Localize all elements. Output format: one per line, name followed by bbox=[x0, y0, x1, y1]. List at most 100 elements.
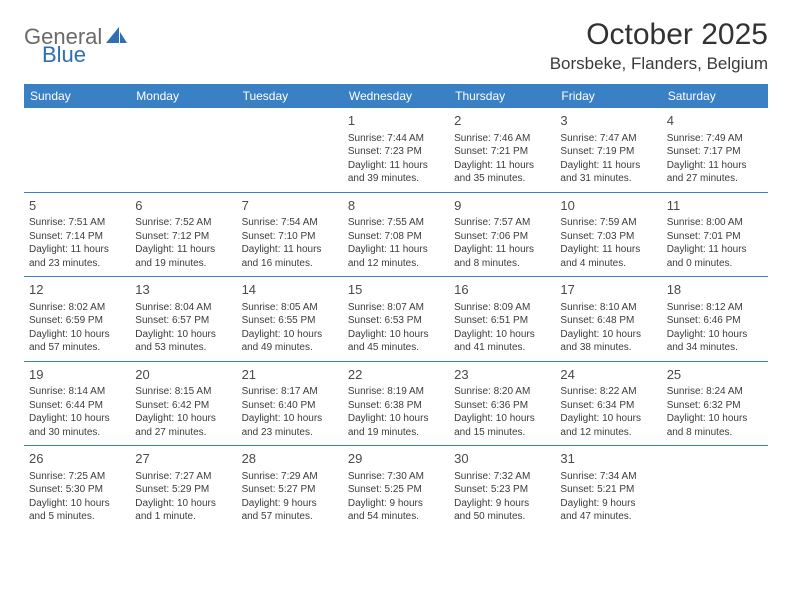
calendar-cell: 12Sunrise: 8:02 AMSunset: 6:59 PMDayligh… bbox=[24, 277, 130, 361]
day-number: 30 bbox=[454, 450, 550, 468]
calendar-cell: 17Sunrise: 8:10 AMSunset: 6:48 PMDayligh… bbox=[555, 277, 661, 361]
daylight2-text: and 54 minutes. bbox=[348, 510, 444, 524]
calendar-cell: 26 Sunrise: 7:25 AMSunset: 5:30 PMDayligh… bbox=[24, 446, 130, 530]
sunset-text: Sunset: 7:19 PM bbox=[560, 145, 656, 159]
daylight2-text: and 57 minutes. bbox=[29, 341, 125, 355]
daylight1-text: Daylight: 10 hours bbox=[29, 328, 125, 342]
daylight2-text: and 15 minutes. bbox=[454, 426, 550, 440]
daylight1-text: Daylight: 10 hours bbox=[135, 328, 231, 342]
sunset-text: Sunset: 7:17 PM bbox=[667, 145, 763, 159]
daylight2-text: and 23 minutes. bbox=[242, 426, 338, 440]
calendar-cell: 21Sunrise: 8:17 AMSunset: 6:40 PMDayligh… bbox=[237, 362, 343, 446]
sunrise-text: Sunrise: 7:54 AM bbox=[242, 216, 338, 230]
sunrise-text: Sunrise: 7:52 AM bbox=[135, 216, 231, 230]
sunset-text: Sunset: 6:55 PM bbox=[242, 314, 338, 328]
day-number: 23 bbox=[454, 366, 550, 384]
daylight2-text: and 50 minutes. bbox=[454, 510, 550, 524]
title-block: October 2025 Borsbeke, Flanders, Belgium bbox=[550, 18, 768, 74]
sunset-text: Sunset: 5:25 PM bbox=[348, 483, 444, 497]
daylight2-text: and 45 minutes. bbox=[348, 341, 444, 355]
daylight1-text: Daylight: 10 hours bbox=[667, 328, 763, 342]
sunrise-text: Sunrise: 7:49 AM bbox=[667, 132, 763, 146]
day-number: 16 bbox=[454, 281, 550, 299]
day-number: 6 bbox=[135, 197, 231, 215]
daylight2-text: and 31 minutes. bbox=[560, 172, 656, 186]
sunset-text: Sunset: 7:06 PM bbox=[454, 230, 550, 244]
sunrise-text: Sunrise: 7:55 AM bbox=[348, 216, 444, 230]
week-row: 5Sunrise: 7:51 AMSunset: 7:14 PMDaylight… bbox=[24, 193, 768, 278]
sunset-text: Sunset: 6:38 PM bbox=[348, 399, 444, 413]
calendar-cell: 27Sunrise: 7:27 AMSunset: 5:29 PMDayligh… bbox=[130, 446, 236, 530]
day-number: 29 bbox=[348, 450, 444, 468]
sunrise-text: Sunrise: 7:51 AM bbox=[29, 216, 125, 230]
daylight1-text: Daylight: 11 hours bbox=[667, 159, 763, 173]
calendar-cell: 4 Sunrise: 7:49 AMSunset: 7:17 PMDaylight… bbox=[662, 108, 768, 192]
day-number: 20 bbox=[135, 366, 231, 384]
day-number: 26 bbox=[29, 450, 125, 468]
daylight2-text: and 8 minutes. bbox=[454, 257, 550, 271]
sunset-text: Sunset: 6:53 PM bbox=[348, 314, 444, 328]
sunrise-text: Sunrise: 8:17 AM bbox=[242, 385, 338, 399]
day-number: 4 bbox=[667, 112, 763, 130]
sunset-text: Sunset: 7:03 PM bbox=[560, 230, 656, 244]
logo-sail-icon bbox=[106, 25, 128, 50]
calendar-cell: 13Sunrise: 8:04 AMSunset: 6:57 PMDayligh… bbox=[130, 277, 236, 361]
week-row: 19Sunrise: 8:14 AMSunset: 6:44 PMDayligh… bbox=[24, 362, 768, 447]
daylight1-text: Daylight: 11 hours bbox=[667, 243, 763, 257]
sunrise-text: Sunrise: 8:07 AM bbox=[348, 301, 444, 315]
calendar-cell: 14Sunrise: 8:05 AMSunset: 6:55 PMDayligh… bbox=[237, 277, 343, 361]
sunrise-text: Sunrise: 7:25 AM bbox=[29, 470, 125, 484]
daylight2-text: and 57 minutes. bbox=[242, 510, 338, 524]
day-number: 19 bbox=[29, 366, 125, 384]
day-number: 24 bbox=[560, 366, 656, 384]
weeks-container: 1Sunrise: 7:44 AMSunset: 7:23 PMDaylight… bbox=[24, 108, 768, 530]
daylight2-text: and 41 minutes. bbox=[454, 341, 550, 355]
daylight1-text: Daylight: 10 hours bbox=[454, 328, 550, 342]
month-title: October 2025 bbox=[550, 18, 768, 52]
sunrise-text: Sunrise: 8:12 AM bbox=[667, 301, 763, 315]
calendar-cell: 7Sunrise: 7:54 AMSunset: 7:10 PMDaylight… bbox=[237, 193, 343, 277]
daylight1-text: Daylight: 10 hours bbox=[348, 412, 444, 426]
day-header-friday: Friday bbox=[555, 84, 661, 108]
calendar-cell: 15Sunrise: 8:07 AMSunset: 6:53 PMDayligh… bbox=[343, 277, 449, 361]
daylight1-text: Daylight: 10 hours bbox=[29, 497, 125, 511]
sunrise-text: Sunrise: 8:04 AM bbox=[135, 301, 231, 315]
daylight2-text: and 4 minutes. bbox=[560, 257, 656, 271]
day-number: 18 bbox=[667, 281, 763, 299]
daylight1-text: Daylight: 11 hours bbox=[29, 243, 125, 257]
calendar-cell: 10Sunrise: 7:59 AMSunset: 7:03 PMDayligh… bbox=[555, 193, 661, 277]
sunset-text: Sunset: 7:01 PM bbox=[667, 230, 763, 244]
daylight2-text: and 0 minutes. bbox=[667, 257, 763, 271]
sunrise-text: Sunrise: 7:27 AM bbox=[135, 470, 231, 484]
day-number: 11 bbox=[667, 197, 763, 215]
sunrise-text: Sunrise: 7:59 AM bbox=[560, 216, 656, 230]
daylight2-text: and 38 minutes. bbox=[560, 341, 656, 355]
sunrise-text: Sunrise: 7:30 AM bbox=[348, 470, 444, 484]
sunset-text: Sunset: 7:10 PM bbox=[242, 230, 338, 244]
sunrise-text: Sunrise: 7:57 AM bbox=[454, 216, 550, 230]
calendar-cell: 30Sunrise: 7:32 AMSunset: 5:23 PMDayligh… bbox=[449, 446, 555, 530]
daylight2-text: and 8 minutes. bbox=[667, 426, 763, 440]
daylight1-text: Daylight: 9 hours bbox=[560, 497, 656, 511]
daylight1-text: Daylight: 11 hours bbox=[348, 159, 444, 173]
daylight1-text: Daylight: 10 hours bbox=[667, 412, 763, 426]
calendar-cell: 3Sunrise: 7:47 AMSunset: 7:19 PMDaylight… bbox=[555, 108, 661, 192]
daylight1-text: Daylight: 10 hours bbox=[348, 328, 444, 342]
sunset-text: Sunset: 6:57 PM bbox=[135, 314, 231, 328]
sunset-text: Sunset: 7:23 PM bbox=[348, 145, 444, 159]
daylight2-text: and 53 minutes. bbox=[135, 341, 231, 355]
day-number: 22 bbox=[348, 366, 444, 384]
daylight2-text: and 12 minutes. bbox=[348, 257, 444, 271]
sunrise-text: Sunrise: 8:02 AM bbox=[29, 301, 125, 315]
sunset-text: Sunset: 5:30 PM bbox=[29, 483, 125, 497]
day-number: 25 bbox=[667, 366, 763, 384]
calendar-cell: 20Sunrise: 8:15 AMSunset: 6:42 PMDayligh… bbox=[130, 362, 236, 446]
sunrise-text: Sunrise: 8:20 AM bbox=[454, 385, 550, 399]
sunset-text: Sunset: 6:51 PM bbox=[454, 314, 550, 328]
daylight2-text: and 27 minutes. bbox=[135, 426, 231, 440]
day-number: 17 bbox=[560, 281, 656, 299]
daylight2-text: and 30 minutes. bbox=[29, 426, 125, 440]
daylight2-text: and 19 minutes. bbox=[135, 257, 231, 271]
calendar-cell bbox=[130, 108, 236, 192]
day-number: 1 bbox=[348, 112, 444, 130]
